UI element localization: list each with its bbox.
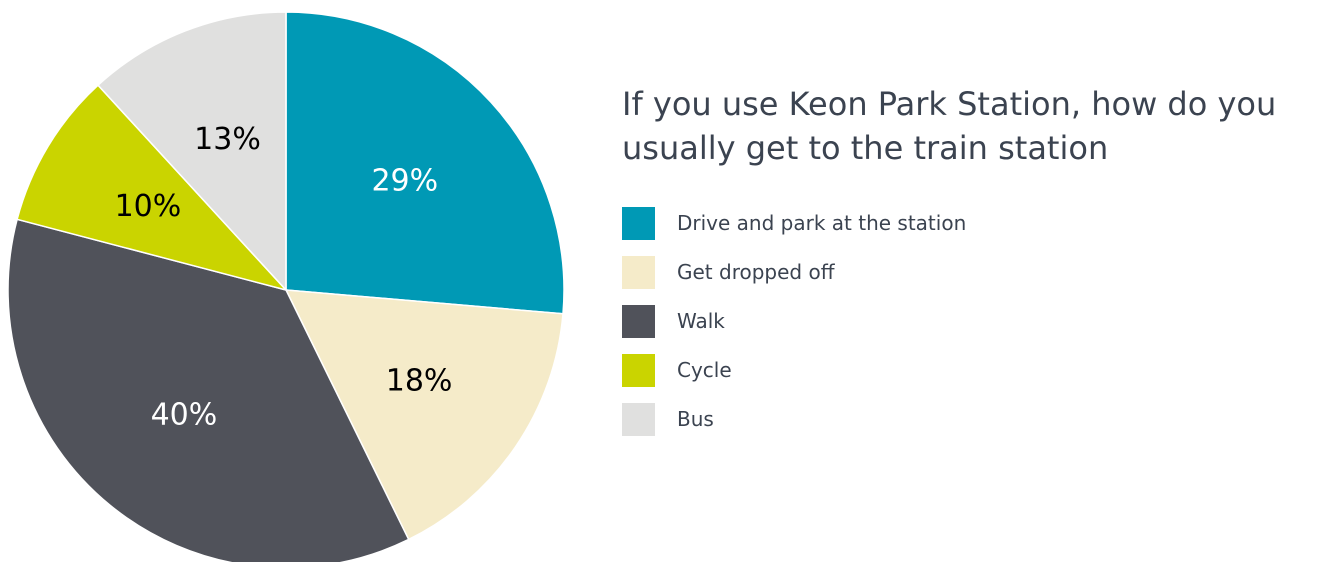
- legend-label: Get dropped off: [677, 260, 835, 284]
- pie-chart: 29% 18% 40% 10% 13%: [7, 11, 565, 562]
- legend-item-get-dropped-off: Get dropped off: [622, 254, 966, 290]
- legend-swatch: [622, 255, 655, 289]
- pie-slice-cycle: [16, 84, 289, 292]
- slice-label-walk: 40%: [151, 397, 218, 432]
- legend-swatch: [622, 353, 655, 387]
- pie-slice-get-dropped-off: [284, 289, 564, 541]
- legend-label: Cycle: [677, 358, 732, 382]
- slice-label-drive-and-park-at-the-station: 29%: [371, 163, 438, 198]
- slice-label-cycle: 10%: [115, 189, 182, 224]
- legend-item-walk: Walk: [622, 303, 966, 339]
- legend-item-bus: Bus: [622, 401, 966, 437]
- slice-label-bus: 13%: [194, 122, 261, 157]
- legend: Drive and park at the station Get dropped…: [622, 205, 966, 450]
- legend-swatch: [622, 304, 655, 338]
- legend-swatch: [622, 402, 655, 436]
- pie-slice-bus: [96, 11, 287, 292]
- chart-title: If you use Keon Park Station, how do you…: [622, 85, 1277, 167]
- pie-slice-walk: [7, 218, 410, 562]
- legend-item-cycle: Cycle: [622, 352, 966, 388]
- pie-slice-drive-and-park-at-the-station: [285, 11, 565, 315]
- legend-item-drive-and-park-at-the-station: Drive and park at the station: [622, 205, 966, 241]
- legend-label: Walk: [677, 309, 725, 333]
- legend-swatch: [622, 206, 655, 240]
- legend-label: Bus: [677, 407, 714, 431]
- slice-label-get-dropped-off: 18%: [386, 364, 453, 399]
- legend-label: Drive and park at the station: [677, 211, 967, 235]
